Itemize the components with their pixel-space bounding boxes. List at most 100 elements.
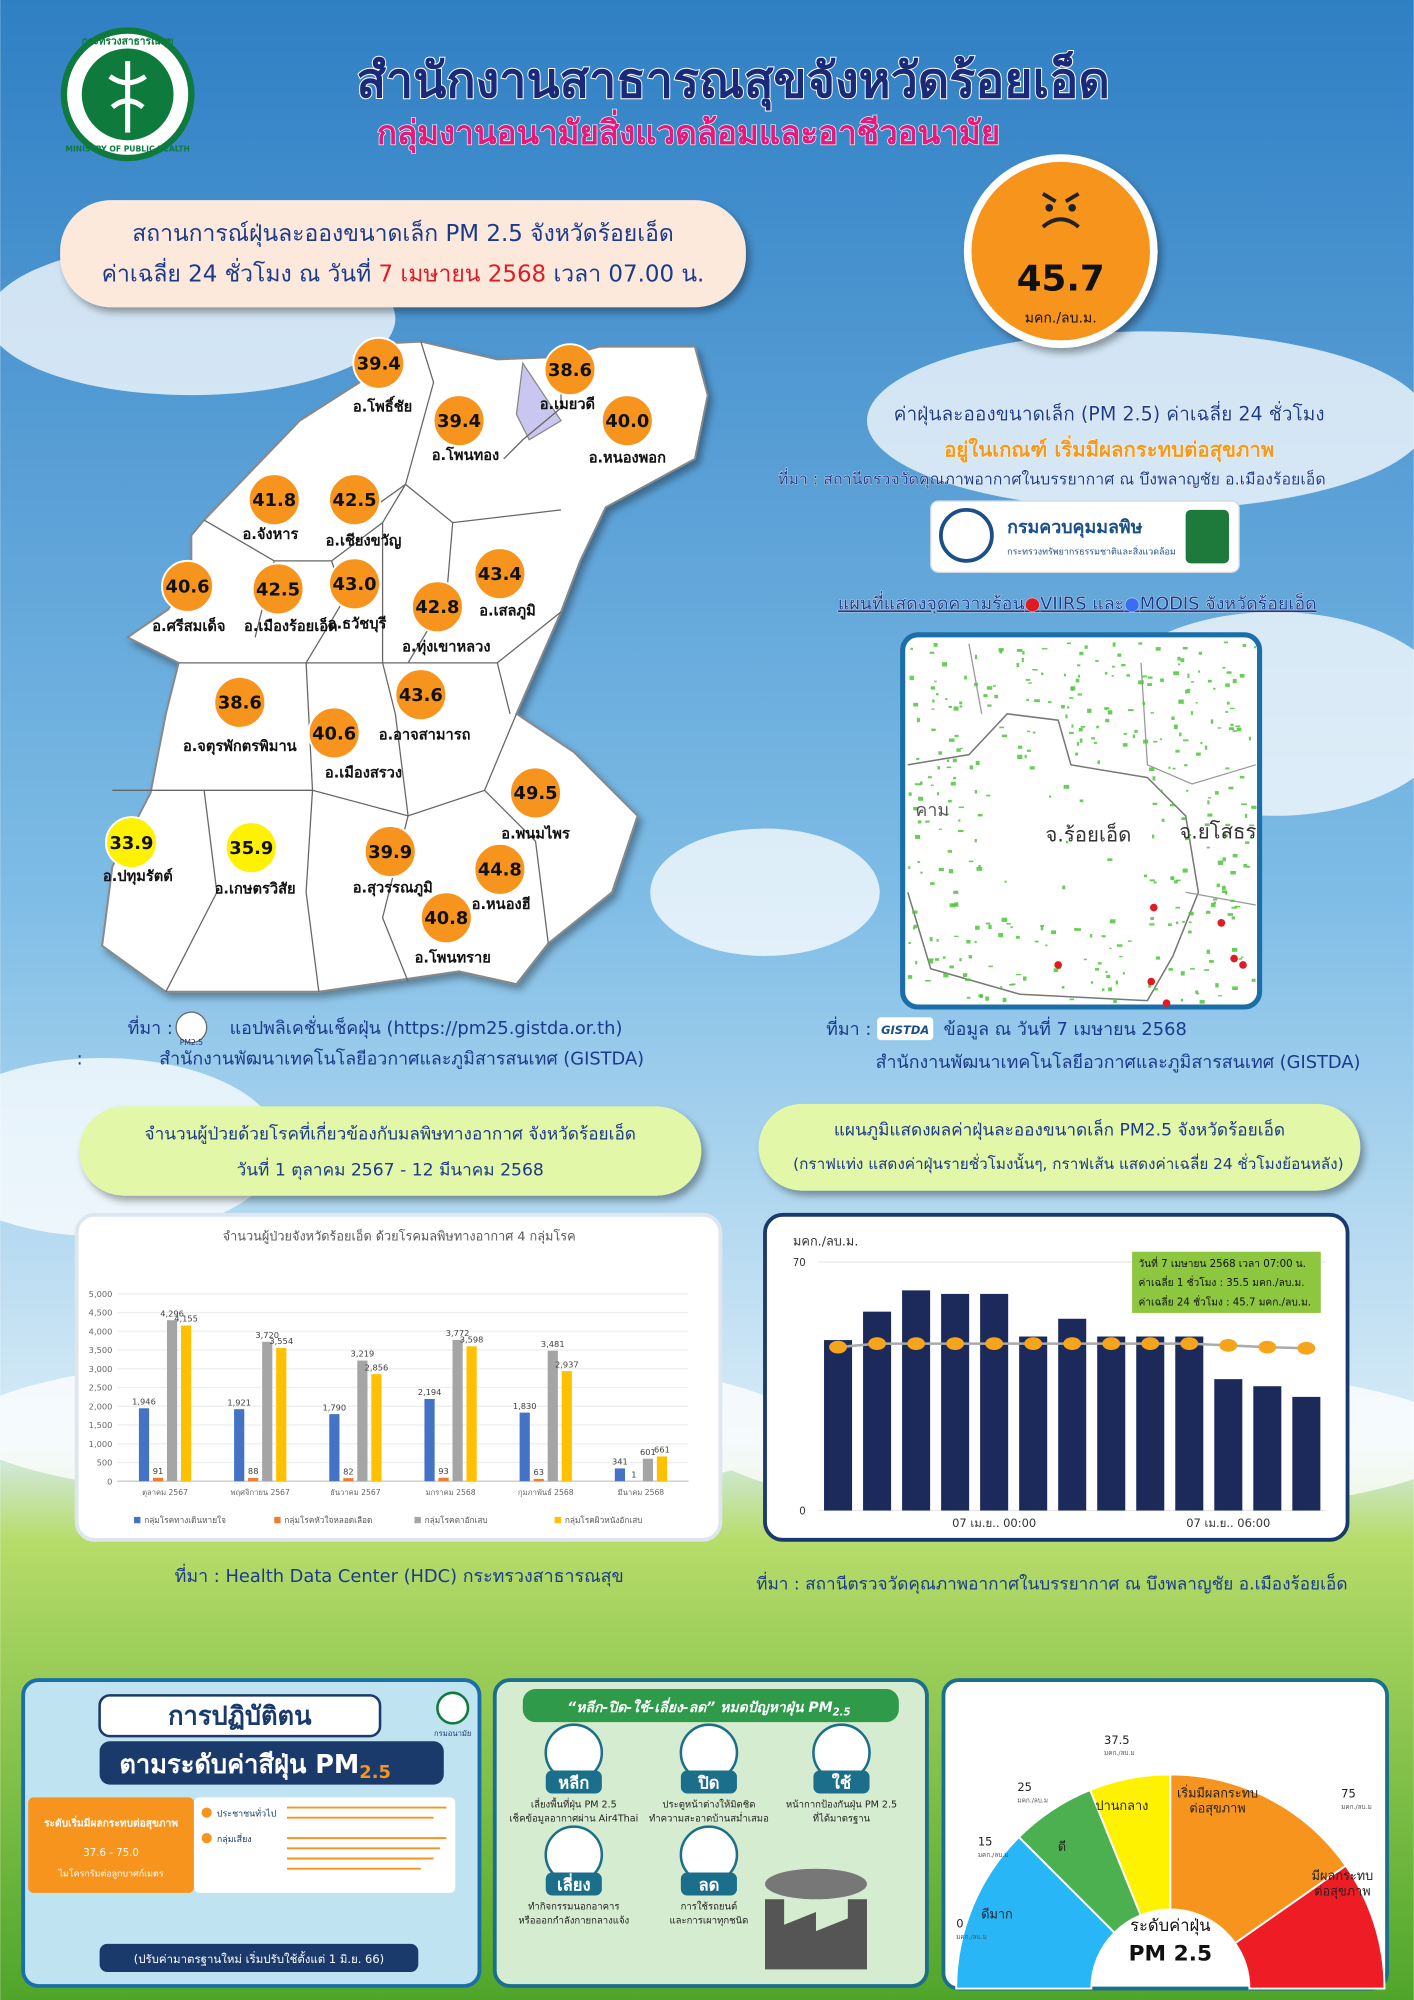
bar (357, 1360, 368, 1482)
patients-heading: วันที่ 1 ตุลาคม 2567 - 12 มีนาคม 2568 (237, 1157, 544, 1180)
vegetation (1206, 949, 1210, 954)
factory (764, 1899, 867, 1970)
vegetation (1188, 921, 1192, 924)
vegetation (1179, 732, 1182, 737)
poster-group: ประชาชนทั่วไป (217, 1806, 277, 1819)
vegetation (1080, 725, 1086, 728)
vegetation (1187, 673, 1190, 678)
district-name: อ.เมืองสรวง (325, 765, 402, 782)
vegetation (1078, 674, 1081, 678)
vegetation (1045, 944, 1048, 947)
vegetation (1149, 879, 1155, 882)
district-value: 43.4 (478, 564, 522, 585)
bar (941, 1293, 970, 1511)
vegetation (1234, 905, 1241, 908)
data-label: 93 (438, 1466, 449, 1476)
vegetation (925, 979, 931, 982)
bar (1253, 1386, 1282, 1511)
vegetation (1226, 671, 1232, 674)
vegetation (999, 649, 1002, 654)
hotspot-label: คาม (915, 800, 949, 821)
vegetation (938, 867, 944, 872)
vegetation (1204, 823, 1210, 826)
vegetation (1204, 745, 1208, 750)
vegetation (1153, 988, 1158, 991)
vegetation (1230, 723, 1234, 727)
vegetation (1184, 764, 1188, 767)
line-point (1180, 1337, 1199, 1350)
gauge-threshold: 25 (1017, 1780, 1032, 1794)
district-value: 42.5 (256, 579, 300, 600)
data-label: 1,946 (132, 1396, 156, 1406)
vegetation (957, 829, 964, 833)
bar (234, 1409, 245, 1482)
gauge-unit: มคก./ลบ.ม (1341, 1803, 1372, 1811)
district-source: ที่มา : PM2.5 แอปพลิเคชั่นเช็คฝุ่น (http… (77, 1011, 644, 1069)
y-tick-label: 500 (97, 1458, 113, 1468)
vegetation (974, 654, 978, 660)
vegetation (1168, 968, 1174, 971)
action-desc: ที่ได้มาตรฐาน (813, 1812, 871, 1825)
bar (519, 1412, 530, 1482)
vegetation (1150, 712, 1155, 714)
vegetation (937, 766, 940, 770)
district-value: 42.5 (333, 490, 377, 511)
vegetation (1093, 741, 1098, 744)
vegetation (1075, 752, 1079, 756)
hotspot-map (907, 641, 1257, 1008)
bar (980, 1293, 1009, 1511)
vegetation (1185, 689, 1188, 694)
vegetation (1122, 972, 1125, 975)
line-point (1219, 1339, 1238, 1352)
vegetation (949, 965, 954, 969)
legend-swatch (274, 1516, 281, 1524)
vegetation (1123, 732, 1128, 735)
poster-level: ระดับเริ่มมีผลกระทบต่อสุขภาพ (44, 1816, 178, 1831)
data-label: 82 (343, 1466, 354, 1476)
vegetation (916, 717, 920, 723)
vegetation (1175, 879, 1181, 882)
action-desc: หรือออกกำลังกายกลางแจ้ง (518, 1916, 629, 1927)
district-marker (363, 825, 417, 878)
y-tick-label: 1,000 (89, 1439, 113, 1449)
hotspot-source: ที่มา : GISTDA ข้อมูล ณ วันที่ 7 เมษายน … (826, 1016, 1360, 1073)
y-tick-label: 4,000 (89, 1326, 113, 1336)
vegetation (1161, 818, 1165, 822)
badge: 45.7 มคก./ลบ.ม. (963, 154, 1158, 348)
data-label: 1 (631, 1469, 636, 1479)
action-desc: เลี่ยงพื้นที่ฝุ่น PM 2.5 (531, 1798, 617, 1811)
vegetation (1232, 730, 1238, 732)
vegetation (945, 813, 950, 815)
vegetation (1076, 742, 1079, 746)
bar (276, 1348, 287, 1482)
source-text: สำนักงานพัฒนาเทคโนโลยีอวกาศและภูมิสารสนเ… (876, 1051, 1361, 1073)
x-tick-label: 07 เม.ย.. 06:00 (1186, 1516, 1270, 1530)
vegetation (1170, 876, 1175, 881)
bar (438, 1477, 449, 1482)
district-marker (105, 816, 158, 870)
vegetation (909, 675, 914, 681)
y-tick-label: 3,000 (89, 1364, 113, 1374)
subtitle: กลุ่มงานอนามัยสิ่งแวดล้อมและอาชีวอนามัย (377, 109, 1000, 154)
vegetation (1245, 841, 1250, 844)
vegetation (1074, 927, 1078, 931)
vegetation (1066, 642, 1072, 645)
vegetation (986, 794, 991, 797)
situation-date: 7 เมษายน 2568 (379, 262, 547, 288)
district-name: อ.เกษตรวิสัย (215, 881, 296, 898)
bar (329, 1414, 340, 1482)
vegetation (943, 973, 949, 978)
legend-swatch (554, 1516, 562, 1524)
data-label: 4,155 (174, 1314, 198, 1324)
gauge-level-label: ดี (1058, 1840, 1066, 1855)
vegetation (1122, 743, 1128, 747)
vegetation (953, 706, 959, 711)
source-text: สำนักงานพัฒนาเทคโนโลยีอวกาศและภูมิสารสนเ… (159, 1047, 644, 1069)
vegetation (1016, 662, 1020, 667)
agency-sub: กระทรวงทรัพยากรธรรมชาติและสิ่งแวดล้อม (1007, 544, 1176, 557)
vegetation (1213, 901, 1216, 905)
vegetation (1228, 727, 1235, 731)
vegetation (1117, 653, 1122, 657)
vegetation (1028, 682, 1032, 684)
